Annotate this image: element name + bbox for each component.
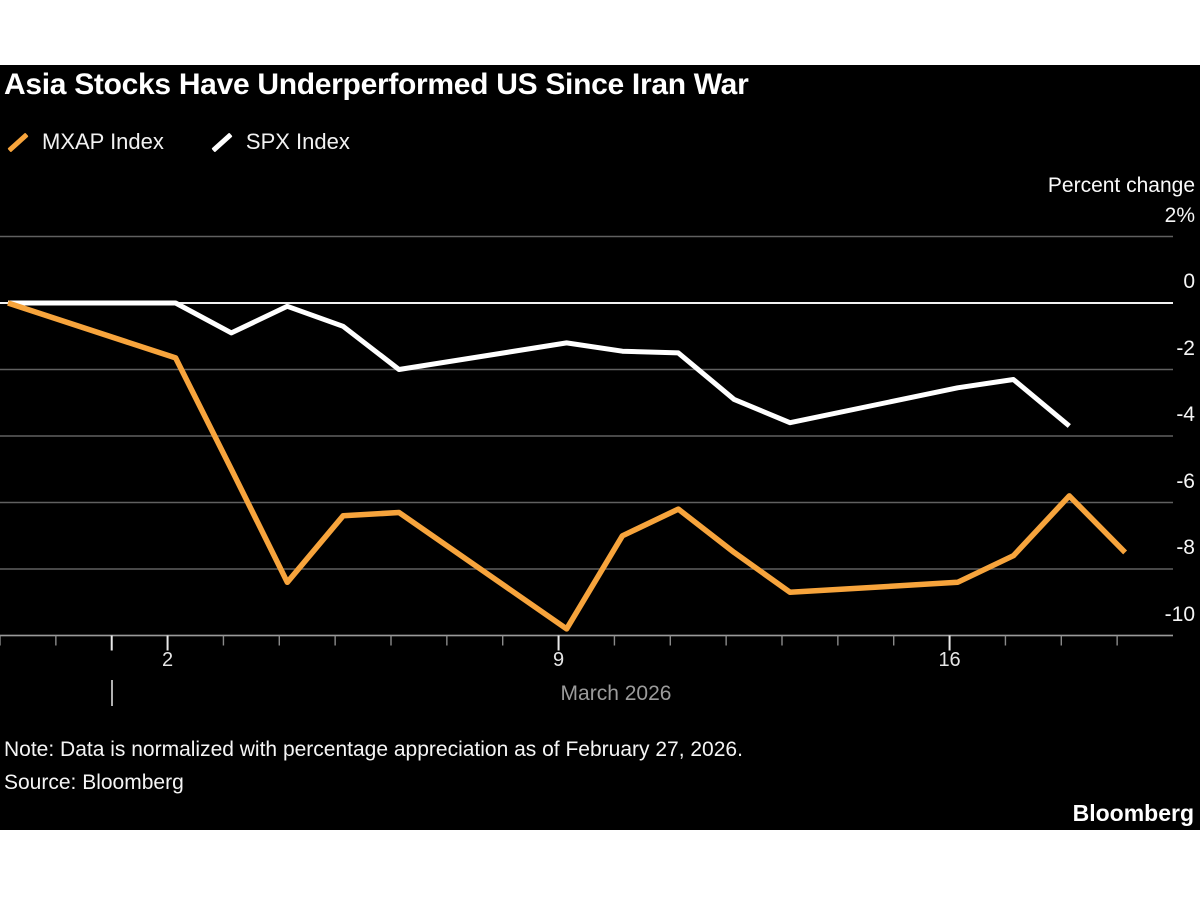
legend-label-mxap: MXAP Index <box>42 129 164 154</box>
x-axis-label: 16 <box>938 649 961 671</box>
note-text: Note: Data is normalized with percentage… <box>4 738 743 761</box>
y-axis-label: -4 <box>1176 403 1195 426</box>
y-axis-unit-label: Percent change <box>1047 174 1195 197</box>
chart-legend: MXAP Index SPX Index <box>6 129 350 155</box>
y-axis-label: -10 <box>1164 602 1195 626</box>
chart-title: Asia Stocks Have Underperformed US Since… <box>4 68 749 101</box>
y-axis-label: 2% <box>1164 203 1195 227</box>
legend-label-spx: SPX Index <box>245 129 350 154</box>
y-axis-label: -6 <box>1176 469 1195 493</box>
x-axis-label: 9 <box>553 649 565 671</box>
legend-item-spx: SPX Index <box>210 129 350 155</box>
x-axis-label: 2 <box>162 649 174 671</box>
y-axis-label: 0 <box>1183 270 1195 293</box>
chart-canvas <box>0 65 1200 830</box>
source-text: Source: Bloomberg <box>4 771 184 794</box>
month-boundary-marker <box>110 680 113 706</box>
bloomberg-logo: Bloomberg <box>1072 800 1194 826</box>
mxap-line-swatch-icon <box>7 132 29 152</box>
legend-item-mxap: MXAP Index <box>6 129 164 155</box>
spx-line-swatch-icon <box>211 132 233 152</box>
y-axis-label: -2 <box>1176 336 1195 360</box>
y-axis-label: -8 <box>1176 536 1195 559</box>
x-axis-month-label: March 2026 <box>560 682 672 705</box>
